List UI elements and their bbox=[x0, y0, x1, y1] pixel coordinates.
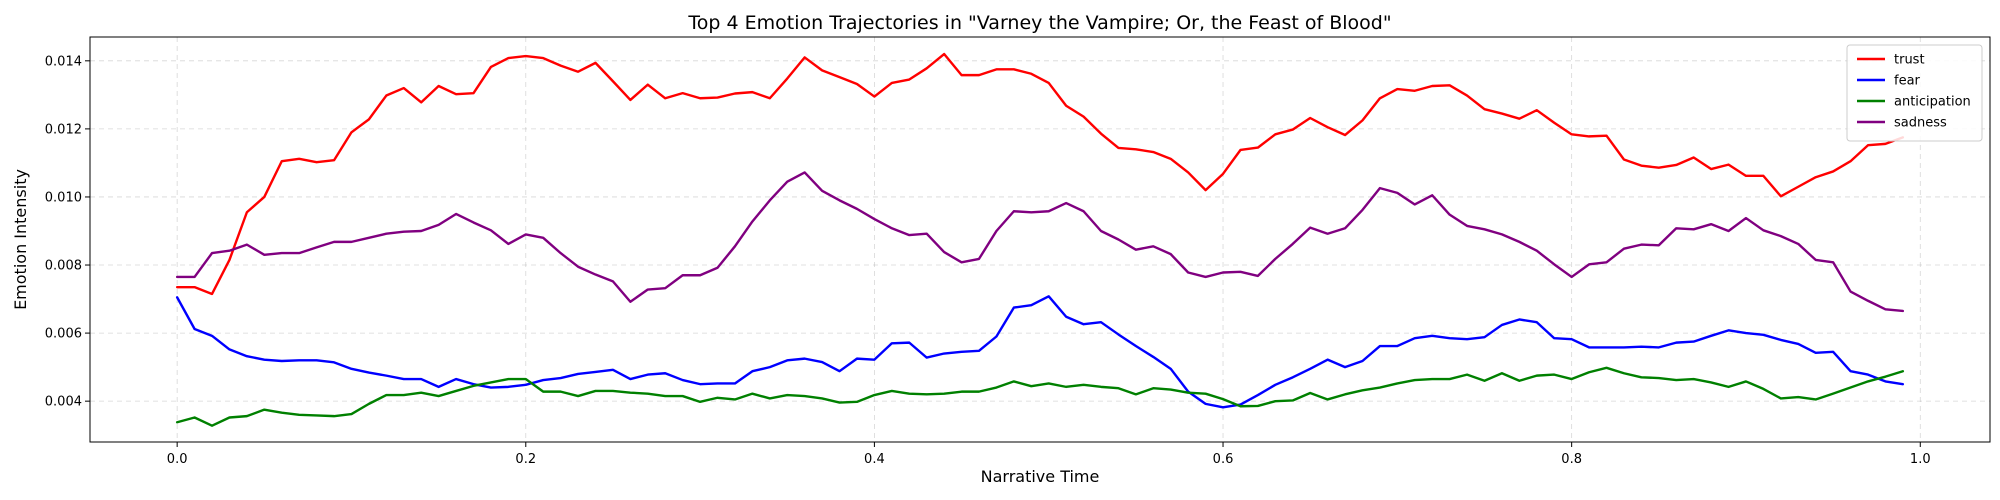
y-tick-label: 0.006 bbox=[45, 327, 82, 342]
series-layer bbox=[175, 52, 1905, 427]
chart-title: Top 4 Emotion Trajectories in "Varney th… bbox=[687, 12, 1391, 34]
x-tick-label: 0.2 bbox=[515, 452, 536, 467]
x-axis-title: Narrative Time bbox=[981, 467, 1100, 486]
plot-frame bbox=[89, 36, 1991, 443]
legend-box bbox=[1846, 44, 1983, 142]
series-line-fear bbox=[175, 295, 1905, 409]
legend-label-trust: trust bbox=[1894, 53, 1925, 68]
legend-label-sadness: sadness bbox=[1894, 116, 1947, 131]
y-tick-label: 0.014 bbox=[45, 54, 82, 69]
series-line-anticipation bbox=[175, 366, 1905, 427]
legend-label-anticipation: anticipation bbox=[1894, 95, 1971, 110]
x-tick-label: 0.8 bbox=[1561, 452, 1582, 467]
y-axis-title: Emotion Intensity bbox=[11, 169, 30, 310]
x-tick-label: 0.6 bbox=[1213, 452, 1234, 467]
tick-layer: 0.0 0.2 0.4 0.6 0.8 1.0 0.004 0.006 0.008 0.010 0.… bbox=[45, 54, 1931, 467]
legend: trust fear anticipation sadness bbox=[1846, 44, 1983, 142]
x-tick-label: 0.4 bbox=[864, 452, 885, 467]
series-line-sadness bbox=[175, 171, 1905, 313]
y-tick-label: 0.004 bbox=[45, 395, 82, 410]
x-tick-label: 1.0 bbox=[1910, 452, 1931, 467]
legend-label-fear: fear bbox=[1894, 74, 1921, 89]
series-line-trust bbox=[175, 52, 1905, 296]
y-tick-label: 0.010 bbox=[45, 190, 82, 205]
x-tick-label: 0.0 bbox=[167, 452, 188, 467]
y-tick-label: 0.012 bbox=[45, 122, 82, 137]
y-tick-label: 0.008 bbox=[45, 259, 82, 274]
